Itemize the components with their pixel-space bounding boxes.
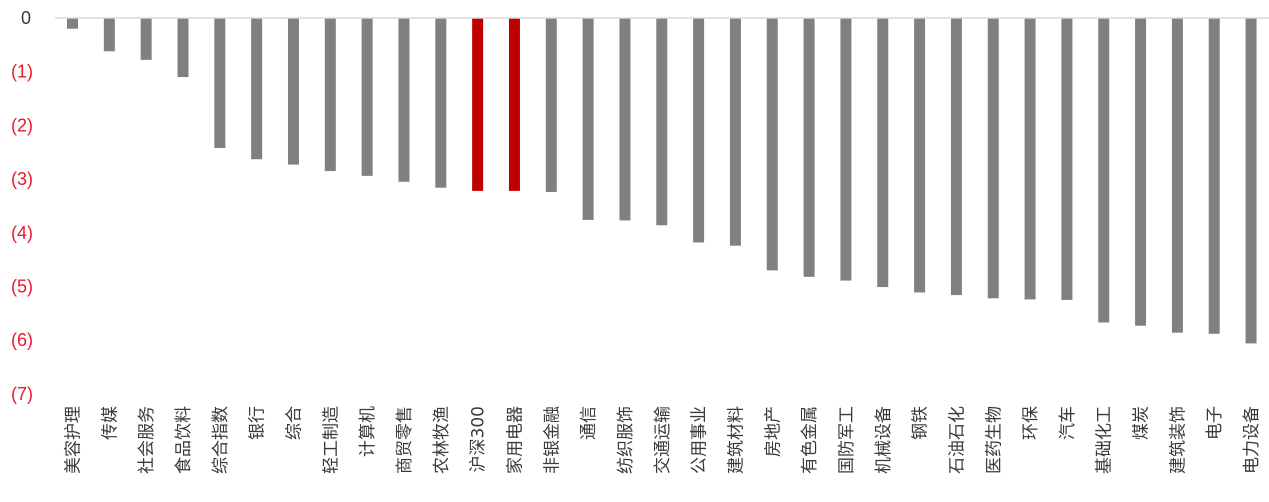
x-tick-label: 医药生物 [984, 406, 1004, 474]
bar [582, 18, 594, 220]
y-tick-label: (6) [11, 330, 33, 350]
x-tick-label: 通信 [579, 406, 599, 440]
bar [545, 18, 557, 192]
bar [251, 18, 263, 160]
x-tick-label: 基础化工 [1095, 406, 1115, 474]
x-tick-label: 房地产 [763, 406, 783, 457]
x-tick-label: 沪深300 [469, 406, 489, 472]
bar [472, 18, 484, 191]
bar [877, 18, 889, 288]
bar [729, 18, 741, 246]
x-tick-label: 社会服务 [137, 406, 157, 474]
x-tick-label: 煤炭 [1132, 406, 1152, 440]
y-tick-label: (5) [11, 277, 33, 297]
bar [1245, 18, 1257, 344]
bar [1135, 18, 1147, 326]
x-tick-label: 国防军工 [837, 406, 857, 474]
bar [1024, 18, 1036, 300]
bar [656, 18, 668, 226]
bar [693, 18, 705, 243]
bar [214, 18, 226, 148]
y-tick-label: (2) [11, 115, 33, 135]
x-tick-label: 建筑材料 [726, 406, 746, 474]
bar [324, 18, 336, 172]
x-tick-label: 有色金属 [800, 406, 820, 474]
bar [914, 18, 926, 293]
bar [67, 18, 78, 29]
bars-group [67, 18, 1257, 344]
x-tick-label: 食品饮料 [174, 406, 194, 474]
y-tick-label: (1) [11, 62, 33, 82]
bar [361, 18, 373, 176]
y-tick-label: (3) [11, 169, 33, 189]
y-axis-ticks: 0 (1) (2) (3) (4) (5) (6) (7) [11, 8, 33, 404]
bar [1098, 18, 1110, 323]
x-tick-label: 非银金融 [542, 406, 562, 474]
x-tick-label: 环保 [1021, 406, 1041, 440]
y-tick-label: (4) [11, 223, 33, 243]
x-tick-label: 银行 [248, 406, 268, 440]
y-tick-label: 0 [21, 8, 31, 28]
bar [1208, 18, 1220, 334]
bar [177, 18, 189, 78]
x-tick-label: 机械设备 [874, 406, 894, 474]
x-tick-label: 综合 [284, 406, 304, 440]
bar [840, 18, 852, 281]
x-tick-label: 钢铁 [911, 406, 931, 440]
x-tick-label: 建筑装饰 [1168, 406, 1188, 474]
x-tick-label: 综合指数 [211, 406, 231, 474]
bar [803, 18, 815, 277]
bar [398, 18, 410, 182]
x-axis-labels: 美容护理 传媒 社会服务 食品饮料 综合指数 银行 综合 轻工制造 计算机 商贸零售 农林牧渔 沪深3… [64, 406, 1263, 474]
bar [987, 18, 999, 299]
x-tick-label: 美容护理 [64, 406, 84, 474]
y-tick-label: (7) [11, 384, 33, 404]
bar [619, 18, 631, 221]
bar [1171, 18, 1183, 333]
bar [140, 18, 152, 60]
x-tick-label: 传媒 [100, 406, 120, 440]
x-tick-label: 石油石化 [947, 406, 967, 474]
x-tick-label: 家用电器 [505, 406, 525, 474]
bar [508, 18, 520, 191]
bar [950, 18, 962, 296]
bar [766, 18, 778, 271]
bar [1061, 18, 1073, 300]
x-tick-label: 计算机 [358, 406, 378, 457]
x-tick-label: 公用事业 [690, 406, 710, 474]
bar [287, 18, 299, 165]
x-tick-label: 交通运输 [653, 406, 673, 474]
x-tick-label: 汽车 [1058, 406, 1078, 440]
x-tick-label: 纺织服饰 [616, 406, 636, 474]
x-tick-label: 电子 [1205, 406, 1225, 440]
bar [435, 18, 447, 188]
x-tick-label: 农林牧渔 [432, 406, 452, 474]
x-tick-label: 轻工制造 [321, 406, 341, 474]
x-tick-label: 商贸零售 [395, 406, 415, 474]
bar [103, 18, 115, 52]
x-tick-label: 电力设备 [1242, 406, 1262, 474]
